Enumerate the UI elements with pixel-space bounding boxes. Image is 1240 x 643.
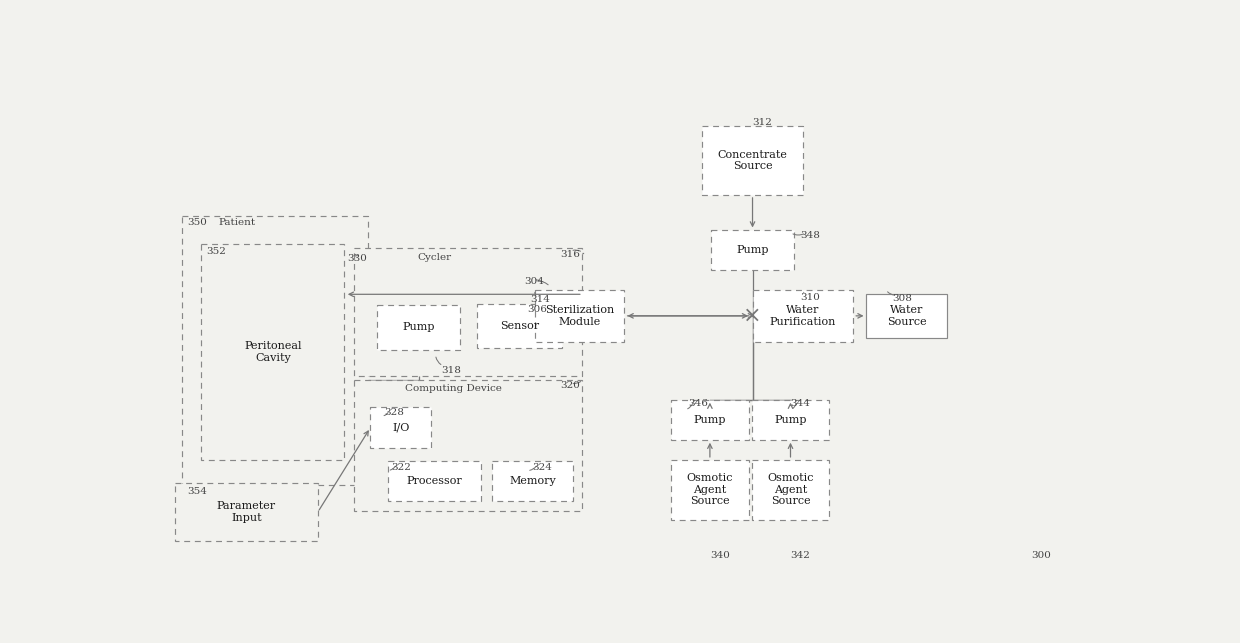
Text: 354: 354 — [187, 487, 207, 496]
Text: 308: 308 — [892, 294, 911, 302]
Text: Peritoneal
Cavity: Peritoneal Cavity — [244, 341, 301, 363]
Bar — [866, 294, 947, 338]
Text: 312: 312 — [753, 118, 773, 127]
Text: 346: 346 — [688, 399, 708, 408]
Text: 320: 320 — [560, 381, 580, 390]
Text: Osmotic
Agent
Source: Osmotic Agent Source — [687, 473, 733, 507]
Text: Pump: Pump — [774, 415, 807, 425]
Bar — [201, 244, 345, 460]
Text: Pump: Pump — [402, 322, 435, 332]
Text: Processor: Processor — [407, 476, 461, 486]
Text: Water
Source: Water Source — [887, 305, 926, 327]
Bar — [371, 408, 432, 448]
Text: Sensor: Sensor — [500, 321, 539, 331]
Text: Pump: Pump — [737, 246, 769, 255]
Bar — [353, 248, 583, 376]
Text: Concentrate
Source: Concentrate Source — [718, 150, 787, 171]
Text: 352: 352 — [206, 246, 226, 255]
Bar — [182, 216, 368, 485]
Text: 342: 342 — [791, 552, 811, 561]
Text: Water
Purification: Water Purification — [770, 305, 836, 327]
Bar — [671, 460, 749, 520]
Text: 310: 310 — [800, 293, 820, 302]
Bar — [536, 290, 624, 342]
Bar — [476, 304, 562, 348]
Text: Parameter
Input: Parameter Input — [217, 502, 277, 523]
Bar — [671, 400, 749, 440]
Bar — [492, 462, 573, 502]
Text: Osmotic
Agent
Source: Osmotic Agent Source — [768, 473, 813, 507]
Bar — [702, 125, 804, 195]
Bar — [353, 380, 583, 511]
Bar — [751, 400, 830, 440]
Text: Cycler: Cycler — [417, 253, 451, 262]
Text: Memory: Memory — [510, 476, 556, 486]
Bar — [711, 230, 795, 271]
Text: 324: 324 — [532, 463, 552, 472]
Text: 330: 330 — [347, 254, 367, 263]
Text: 304: 304 — [525, 277, 544, 286]
Bar — [753, 290, 853, 342]
Text: 340: 340 — [709, 552, 730, 561]
Text: 306: 306 — [527, 305, 547, 314]
Bar — [387, 462, 481, 502]
Bar — [175, 484, 319, 541]
Text: 348: 348 — [800, 231, 820, 240]
Text: 344: 344 — [791, 399, 811, 408]
Text: 316: 316 — [560, 249, 580, 258]
Bar — [377, 305, 460, 350]
Text: 322: 322 — [392, 463, 412, 472]
Text: Computing Device: Computing Device — [404, 385, 501, 394]
Text: I/O: I/O — [392, 422, 409, 433]
Text: 314: 314 — [531, 295, 551, 304]
Text: ×: × — [743, 305, 761, 327]
Text: Patient: Patient — [218, 218, 255, 227]
Text: 300: 300 — [1030, 552, 1050, 561]
Text: 350: 350 — [187, 218, 207, 227]
Text: 318: 318 — [441, 366, 461, 375]
Text: Pump: Pump — [693, 415, 727, 425]
Text: 328: 328 — [384, 408, 404, 417]
Text: Sterilization
Module: Sterilization Module — [546, 305, 614, 327]
Bar — [751, 460, 830, 520]
